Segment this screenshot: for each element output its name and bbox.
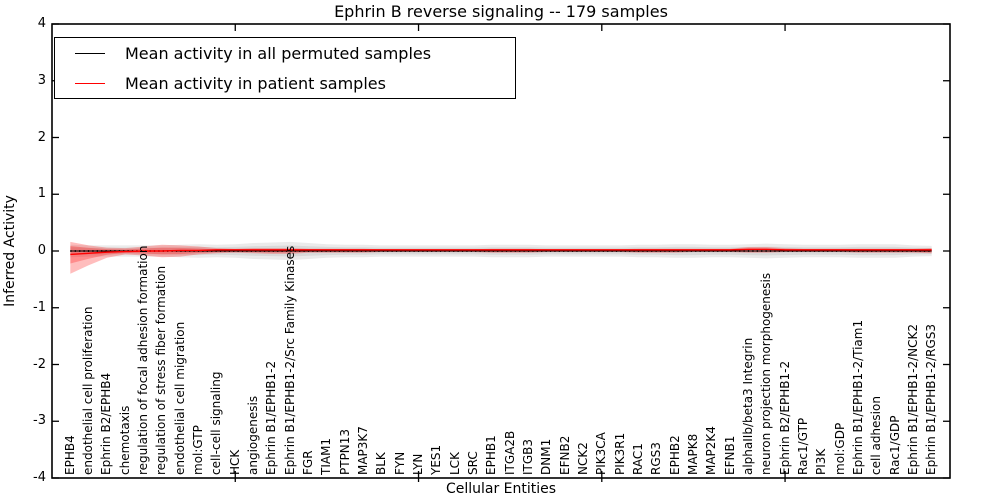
- x-category-label: NCK2: [575, 442, 590, 475]
- x-category-label: FGR: [301, 450, 316, 475]
- y-tick-label: -2: [33, 356, 46, 372]
- x-category-label: alphaIIb/beta3 Integrin: [740, 337, 755, 475]
- x-category-label: BLK: [374, 452, 389, 475]
- x-category-label: regulation of focal adhesion formation: [136, 245, 151, 475]
- x-category-label: LYN: [411, 453, 426, 475]
- x-category-label: ITGB3: [520, 438, 535, 475]
- x-category-label: FYN: [392, 451, 407, 475]
- x-category-label: PIK3R1: [612, 432, 627, 475]
- x-category-label: PIK3CA: [594, 432, 609, 475]
- legend: Mean activity in all permuted samples Me…: [54, 37, 516, 99]
- x-category-label: Rac1/GDP: [887, 415, 902, 475]
- y-tick-label: -3: [33, 413, 46, 429]
- x-category-label: neuron projection morphogenesis: [759, 272, 774, 475]
- x-category-label: cell adhesion: [869, 396, 884, 475]
- y-tick-label: 1: [37, 186, 46, 202]
- x-category-label: angiogenesis: [246, 395, 261, 475]
- y-tick-label: -1: [33, 299, 46, 315]
- x-category-label: Ephrin B1/EPHB1-2/Tiam1: [850, 319, 865, 475]
- chart-title: Ephrin B reverse signaling -- 179 sample…: [334, 2, 668, 21]
- x-category-label: EPHB4: [62, 435, 77, 475]
- x-category-label: EFNB1: [722, 435, 737, 475]
- x-category-label: PI3K: [814, 448, 829, 475]
- x-category-label: EFNB2: [557, 435, 572, 475]
- x-category-label: PTPN13: [337, 428, 352, 475]
- x-category-label: Ephrin B2/EPHB1-2: [777, 360, 792, 475]
- x-category-label: SRC: [466, 451, 480, 475]
- x-category-label: RGS3: [649, 442, 664, 475]
- x-category-label: endothelial cell migration: [172, 321, 187, 475]
- x-category-label: EPHB1: [484, 435, 499, 475]
- x-category-label: Ephrin B1/EPHB1-2: [264, 360, 279, 475]
- axes-frame: [51, 23, 951, 479]
- y-tick-label: -4: [33, 470, 46, 485]
- legend-entry-patient: Mean activity in patient samples: [55, 68, 515, 98]
- x-category-label: Ephrin B2/EPHB4: [99, 372, 114, 475]
- x-category-label: MAP3K7: [356, 426, 371, 475]
- x-category-label: RAC1: [630, 443, 645, 475]
- x-category-label: Rac1/GTP: [795, 417, 810, 475]
- x-category-label: mol:GTP: [191, 425, 206, 475]
- x-category-label: regulation of stress fiber formation: [154, 265, 169, 475]
- legend-line-permuted-icon: [75, 52, 105, 54]
- legend-line-patient-icon: [75, 82, 105, 84]
- x-category-label: ITGA2B: [502, 430, 517, 475]
- x-category-label: MAP2K4: [704, 426, 719, 475]
- x-category-label: TIAM1: [319, 437, 334, 475]
- y-tick-label: 2: [37, 129, 46, 145]
- x-category-label: EPHB2: [667, 435, 682, 475]
- plot-area: [51, 23, 951, 482]
- x-category-label: HCK: [227, 449, 242, 475]
- x-category-label: Ephrin B1/EPHB1-2/NCK2: [905, 324, 920, 475]
- x-category-label: LCK: [447, 452, 462, 475]
- x-category-label: endothelial cell proliferation: [81, 306, 96, 475]
- x-category-label: chemotaxis: [117, 405, 132, 475]
- x-category-label: mol:GDP: [832, 422, 847, 475]
- y-tick-label: 0: [37, 243, 46, 258]
- y-tick-label: 3: [37, 72, 46, 88]
- x-category-label: YES1: [429, 444, 444, 475]
- x-category-label: DNM1: [539, 438, 554, 475]
- legend-label-patient: Mean activity in patient samples: [125, 73, 386, 93]
- x-category-label: MAPK8: [685, 433, 700, 475]
- x-category-label: Ephrin B1/EPHB1-2/RGS3: [924, 323, 939, 475]
- y-tick-label: 4: [37, 16, 46, 31]
- x-category-label: cell-cell signaling: [209, 371, 224, 476]
- patient-mean-line: [70, 248, 932, 256]
- legend-label-permuted: Mean activity in all permuted samples: [125, 43, 432, 63]
- legend-entry-permuted: Mean activity in all permuted samples: [55, 38, 515, 68]
- x-axis-label: Cellular Entities: [445, 481, 557, 497]
- x-category-label: Ephrin B1/EPHB1-2/Src Family Kinases: [282, 245, 297, 475]
